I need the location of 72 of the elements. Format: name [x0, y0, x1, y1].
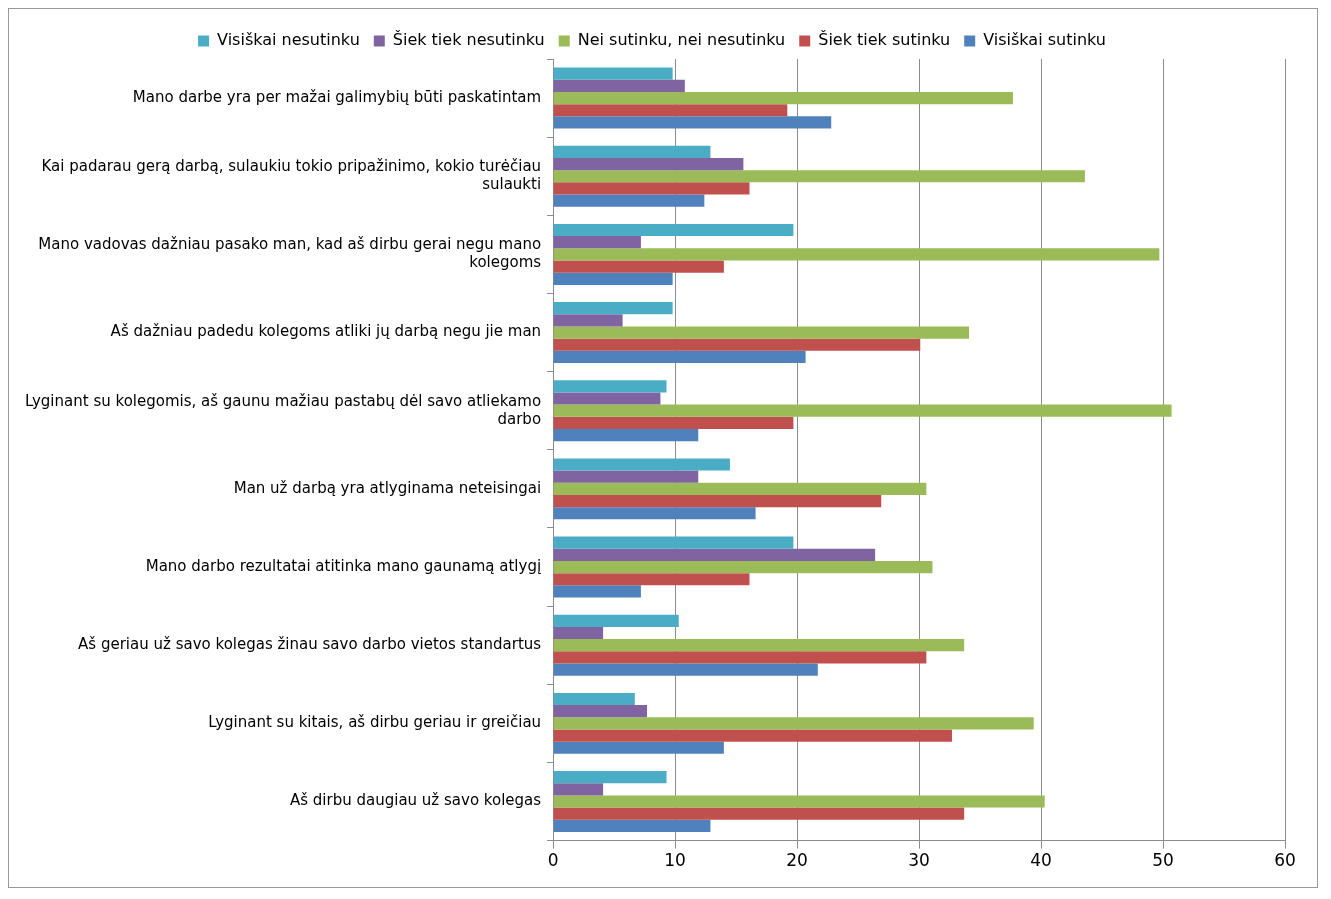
- bar: [553, 560, 933, 574]
- x-tick-label: 0: [547, 850, 559, 871]
- legend-label: Šiek tiek sutinku: [818, 30, 951, 50]
- bar: [553, 639, 965, 652]
- y-tick-label: Aš dirbu daugiau už savo kolegas: [289, 791, 542, 810]
- bar: [553, 807, 965, 820]
- bar: [553, 91, 1013, 105]
- bar: [553, 705, 648, 718]
- bar: [553, 548, 876, 561]
- bar: [553, 614, 679, 627]
- bar: [553, 741, 724, 754]
- bar: [553, 350, 806, 364]
- bar: [553, 67, 673, 80]
- bar: [553, 783, 604, 796]
- bar: [553, 536, 794, 549]
- y-tick-label: Aš geriau už savo kolegas žinau savo darbo vietos standartus: [78, 635, 542, 654]
- bar: [553, 248, 1160, 261]
- bar: [553, 223, 794, 237]
- bar: [553, 482, 927, 495]
- x-tick-label: 40: [1030, 850, 1052, 871]
- y-tick-label: Lyginant su kolegomis, aš gaunu mažiau pastabų dėl savo atliekamo darbo: [24, 391, 542, 428]
- bar: [553, 260, 724, 273]
- bar: [553, 626, 604, 640]
- bar: [553, 392, 661, 405]
- bar: [553, 380, 667, 393]
- bar: [553, 573, 750, 586]
- bar: [553, 717, 1034, 730]
- bar: [553, 236, 641, 249]
- bar: [553, 819, 711, 832]
- y-tick-label: Man už darbą yra atlyginama neteisingai: [233, 478, 542, 497]
- bar: [553, 314, 623, 327]
- bar: [553, 194, 705, 207]
- bar: [553, 729, 952, 742]
- bar: [553, 79, 685, 92]
- legend-label: Visiškai sutinku: [983, 30, 1106, 50]
- bar: [553, 116, 832, 129]
- bar: [553, 771, 667, 784]
- bar: [553, 326, 970, 339]
- legend-label: Visiškai nesutinku: [217, 30, 360, 50]
- bar: [553, 145, 711, 158]
- bar: [553, 507, 756, 520]
- bar: [553, 272, 673, 285]
- y-tick-label: Kai padarau gerą darbą, sulaukiu tokio pripažinimo, kokio turėčiau sulaukti: [41, 157, 542, 194]
- bar: [553, 458, 730, 471]
- legend-label: Nei sutinku, nei nesutinku: [577, 30, 786, 50]
- y-tick-label: Mano darbe yra per mažai galimybių būti paskatintam: [132, 87, 542, 106]
- y-tick-label: Lyginant su kitais, aš dirbu geriau ir greičiau: [208, 713, 542, 732]
- bar: [553, 470, 699, 483]
- y-tick-label: Mano darbo rezultatai atitinka mano gaunamą atlygį: [145, 556, 542, 575]
- bar: [553, 429, 699, 442]
- bar: [553, 182, 750, 195]
- bar: [553, 692, 635, 706]
- bar: [553, 494, 882, 508]
- x-tick-label: 50: [1152, 850, 1174, 871]
- bar: [553, 795, 1045, 808]
- bar: [553, 338, 921, 351]
- bar: [553, 585, 641, 598]
- bar: [553, 416, 794, 430]
- bar: [553, 663, 818, 676]
- bar: [553, 651, 927, 664]
- x-tick-label: 60: [1274, 850, 1296, 871]
- bar: [553, 157, 744, 171]
- bar: [553, 104, 788, 117]
- x-tick-label: 30: [908, 850, 930, 871]
- x-tick-label: 10: [664, 850, 686, 871]
- bar: [553, 170, 1085, 183]
- y-tick-label: Mano vadovas dažniau pasako man, kad aš dirbu gerai negu mano kolegoms: [38, 235, 542, 272]
- y-tick-label: Aš dažniau padedu kolegoms atliki jų darbą negu jie man: [110, 322, 542, 341]
- x-tick-label: 20: [786, 850, 808, 871]
- bar: [553, 302, 673, 315]
- bar: [553, 404, 1172, 417]
- legend-label: Šiek tiek nesutinku: [392, 30, 545, 50]
